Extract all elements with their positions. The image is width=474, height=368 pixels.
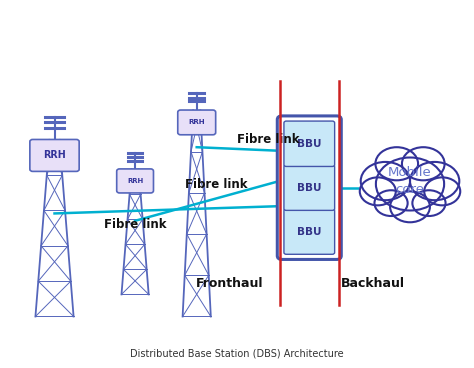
- Text: Fibre link: Fibre link: [185, 177, 247, 191]
- Text: Backhaul: Backhaul: [341, 277, 405, 290]
- Text: Mobile
core: Mobile core: [388, 166, 432, 196]
- FancyBboxPatch shape: [284, 209, 335, 254]
- Circle shape: [374, 190, 408, 216]
- Text: RRH: RRH: [188, 119, 205, 125]
- Circle shape: [361, 162, 410, 200]
- Circle shape: [412, 190, 446, 216]
- Text: Fibre link: Fibre link: [237, 133, 300, 146]
- Text: Fibre link: Fibre link: [104, 218, 167, 231]
- Circle shape: [360, 177, 396, 205]
- FancyBboxPatch shape: [117, 169, 154, 193]
- Text: BBU: BBU: [297, 183, 321, 193]
- Text: Distributed Base Station (DBS) Architecture: Distributed Base Station (DBS) Architect…: [130, 348, 344, 358]
- Text: Fronthaul: Fronthaul: [196, 277, 263, 290]
- FancyBboxPatch shape: [277, 116, 341, 259]
- FancyBboxPatch shape: [284, 165, 335, 210]
- FancyBboxPatch shape: [30, 139, 79, 171]
- Text: RRH: RRH: [127, 178, 143, 184]
- Circle shape: [402, 147, 445, 180]
- Circle shape: [376, 158, 444, 210]
- Text: BBU: BBU: [297, 139, 321, 149]
- Circle shape: [410, 162, 459, 200]
- Text: BBU: BBU: [297, 227, 321, 237]
- Circle shape: [390, 191, 430, 222]
- FancyBboxPatch shape: [178, 110, 216, 135]
- Circle shape: [424, 177, 460, 205]
- Text: RRH: RRH: [43, 151, 66, 160]
- FancyBboxPatch shape: [284, 121, 335, 166]
- Circle shape: [375, 147, 418, 180]
